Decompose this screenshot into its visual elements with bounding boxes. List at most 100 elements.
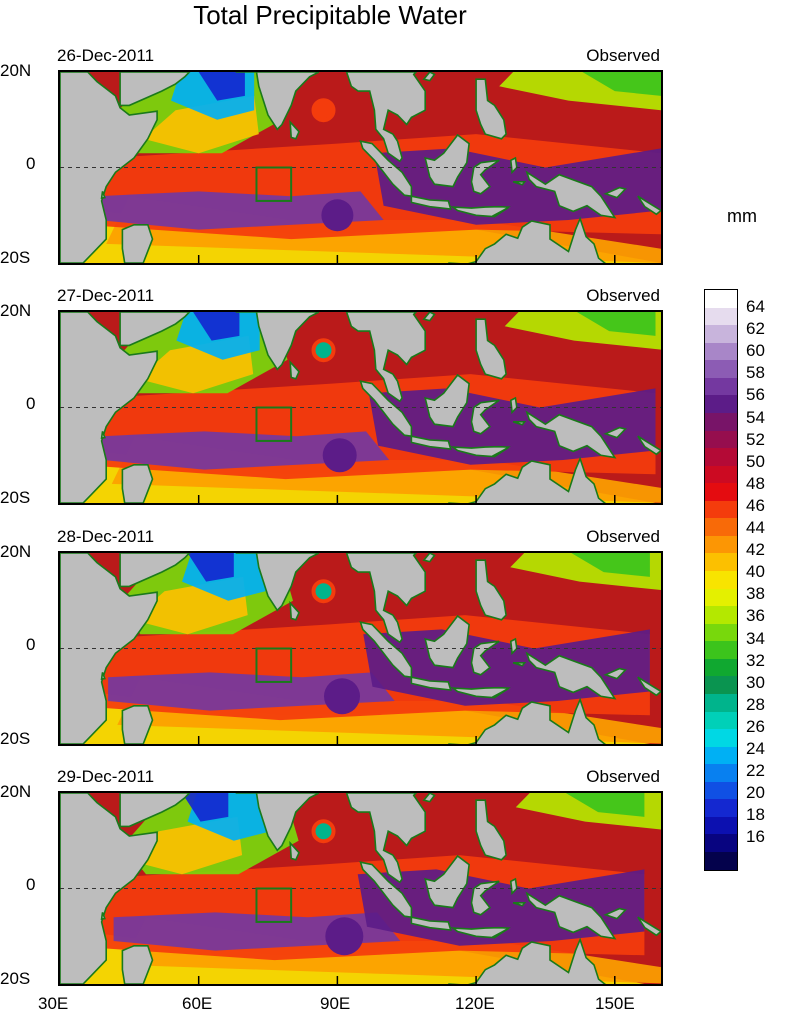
lat-0: 0 (26, 635, 36, 654)
colorbar-swatch (705, 834, 737, 852)
colorbar-swatch (705, 377, 737, 396)
land-sumatra (359, 861, 413, 919)
land-india (235, 793, 320, 852)
land-australia (448, 216, 607, 263)
land-sumatra (359, 380, 413, 438)
moisture-band (108, 672, 395, 711)
colorbar-swatch (705, 676, 737, 694)
colorbar-swatch (705, 325, 737, 343)
land-borneo (424, 373, 470, 428)
land-srilanka (289, 840, 300, 861)
tpw-map (58, 551, 663, 746)
cyclone-swirl (324, 678, 361, 715)
lat-0: 0 (26, 154, 36, 173)
land-australia (448, 456, 607, 503)
land-arabia (119, 312, 191, 347)
colorbar-label: 62 (746, 319, 765, 339)
land-srilanka (289, 119, 300, 140)
land-madagascar (121, 224, 154, 263)
panel-date: 29-Dec-2011 (57, 767, 155, 786)
x-tick-60e: 60E (182, 994, 213, 1013)
analysis-box (255, 406, 293, 442)
moisture-band (102, 431, 390, 470)
colorbar-swatch (705, 307, 737, 326)
panel-observed-label: Observed (586, 46, 660, 65)
land-hainan (422, 312, 436, 322)
colorbar-swatch (705, 483, 737, 501)
lat-20s: 20S (0, 969, 31, 988)
land-solomons (637, 195, 661, 216)
panel-observed-label: Observed (586, 527, 660, 546)
land-timor (491, 927, 509, 938)
land-sumatra (359, 621, 413, 679)
x-tick-90e: 90E (320, 994, 351, 1013)
analysis-box (255, 647, 293, 683)
panel-date: 27-Dec-2011 (57, 286, 155, 305)
land-madagascar (121, 464, 154, 503)
land-seasia (345, 553, 427, 644)
land-australia (448, 697, 607, 744)
land-timor (491, 446, 509, 457)
moisture-band (182, 793, 229, 822)
tpw-field (60, 553, 661, 744)
colorbar-swatch (705, 535, 737, 554)
panel-observed-label: Observed (586, 286, 660, 305)
colorbar-label: 22 (746, 761, 765, 781)
lat-0: 0 (26, 875, 36, 894)
land-newguinea (525, 891, 617, 940)
land-java (410, 916, 452, 931)
land-madagascar (121, 945, 154, 984)
x-tick-120e: 120E (455, 994, 495, 1013)
colorbar-label: 52 (746, 429, 765, 449)
land-sulawesi (470, 159, 500, 195)
cyclone-swirl (325, 917, 364, 956)
colorbar-label: 56 (746, 385, 765, 405)
land-solomons (637, 676, 661, 697)
land-srilanka (289, 600, 300, 621)
lat-20n: 20N (0, 301, 32, 320)
bay-swirl (311, 579, 336, 604)
colorbar-swatch (705, 606, 737, 624)
land-seram (512, 902, 527, 907)
figure-title: Total Precipitable Water (193, 0, 467, 30)
colorbar-swatch (705, 623, 737, 642)
lat-20s: 20S (0, 488, 31, 507)
land-seram (512, 421, 527, 426)
colorbar-label: 32 (746, 650, 765, 670)
colorbar-label: 26 (746, 716, 765, 736)
land-philippines (475, 318, 507, 380)
land-java (410, 435, 452, 450)
land-seasia (345, 72, 427, 163)
colorbar-label: 38 (746, 584, 765, 604)
land-sumatra (359, 140, 413, 198)
map-panel-4: 29-Dec-2011 Observed 20N 0 20S (0, 767, 700, 1007)
moisture-band (576, 312, 656, 336)
land-srilanka (289, 359, 300, 380)
colorbar-label: 46 (746, 495, 765, 515)
moisture-band (187, 553, 234, 582)
land-timor (491, 687, 509, 698)
panel-date: 28-Dec-2011 (57, 527, 155, 546)
colorbar-label: 18 (746, 805, 765, 825)
panel-date: 26-Dec-2011 (57, 46, 155, 65)
colorbar-label: 40 (746, 562, 765, 582)
colorbar-label: 44 (746, 518, 765, 537)
colorbar-swatch (705, 588, 737, 607)
land-philippines (475, 78, 507, 140)
colorbar-swatch (705, 571, 737, 589)
land-seram (512, 662, 527, 667)
colorbar-swatch (705, 395, 737, 413)
land-seasia (345, 793, 427, 884)
land-zanzibar (100, 431, 106, 440)
x-tick-30e: 30E (38, 994, 69, 1013)
colorbar-label: 64 (746, 297, 765, 316)
land-arabia (119, 553, 191, 588)
colorbar-label: 16 (746, 827, 765, 847)
analysis-box (255, 887, 293, 923)
land-india (235, 553, 320, 612)
land-timor (491, 206, 509, 217)
tpw-field (60, 312, 661, 503)
land-newbritain (603, 186, 627, 199)
colorbar-swatch (705, 781, 737, 800)
cyclone-swirl (322, 438, 357, 473)
